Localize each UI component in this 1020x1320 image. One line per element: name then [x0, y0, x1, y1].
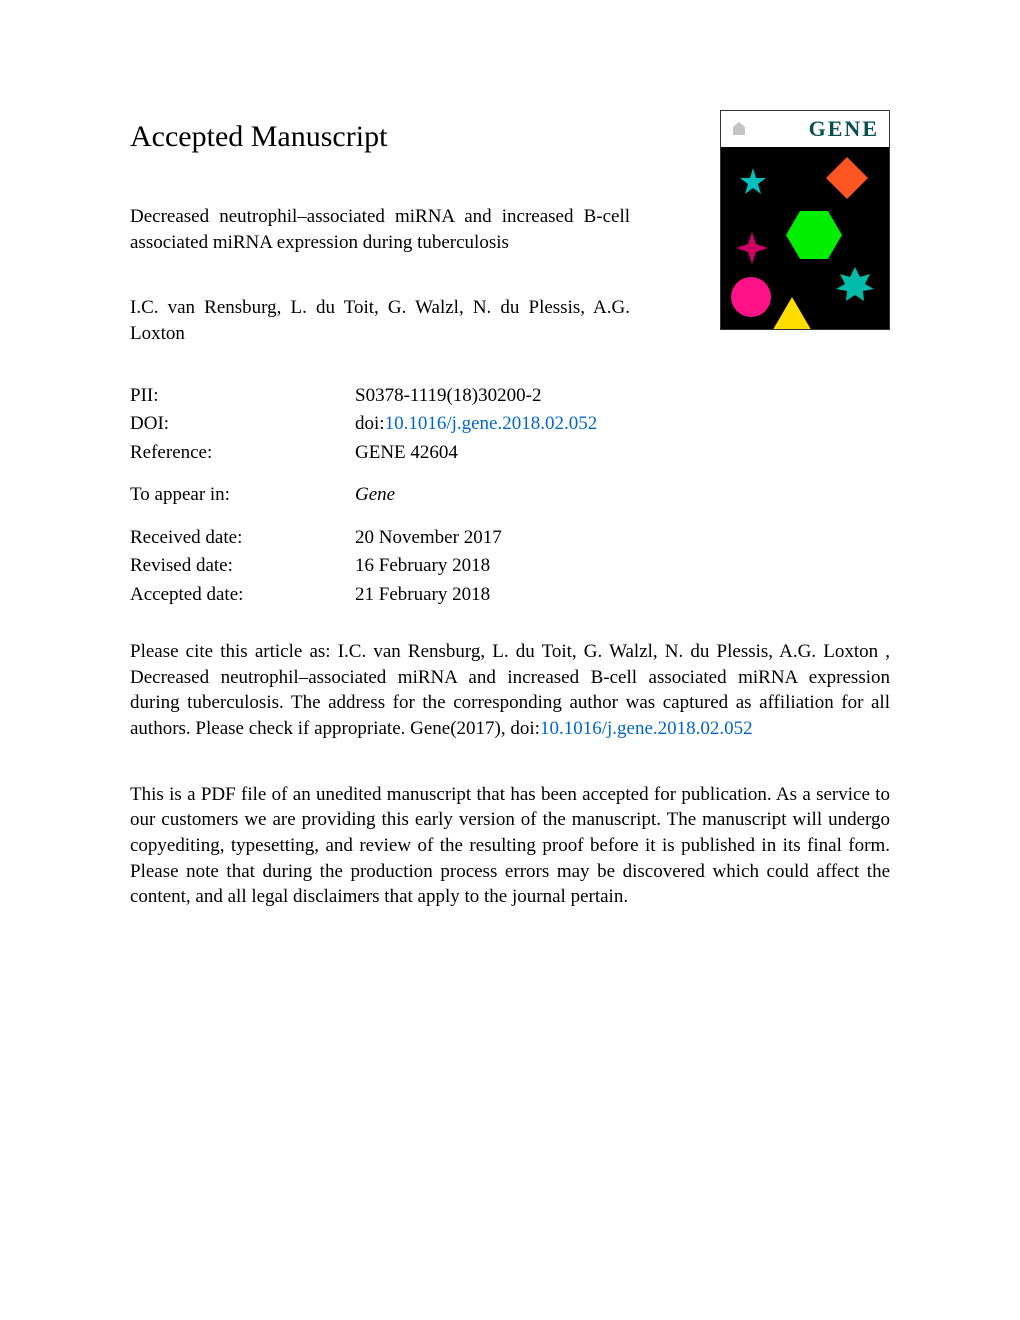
- meta-label: Received date:: [130, 524, 355, 553]
- meta-row-reference: Reference: GENE 42604: [130, 439, 890, 468]
- meta-label: Accepted date:: [130, 581, 355, 610]
- journal-cover-image: [721, 147, 889, 329]
- meta-value: 16 February 2018: [355, 552, 490, 581]
- journal-cover-thumbnail: GENE: [720, 110, 890, 330]
- journal-cover-header: GENE: [721, 111, 889, 147]
- meta-value: 21 February 2018: [355, 581, 490, 610]
- article-authors: I.C. van Rensburg, L. du Toit, G. Walzl,…: [130, 295, 630, 346]
- meta-row-received: Received date: 20 November 2017: [130, 524, 890, 553]
- citation-text: Please cite this article as: I.C. van Re…: [130, 641, 890, 739]
- journal-name: GENE: [809, 116, 879, 142]
- article-header-block: Decreased neutrophil–associated miRNA an…: [130, 204, 630, 347]
- meta-row-appear: To appear in: Gene: [130, 481, 890, 510]
- meta-row-pii: PII: S0378-1119(18)30200-2: [130, 382, 890, 411]
- doi-link[interactable]: 10.1016/j.gene.2018.02.052: [385, 413, 598, 434]
- citation-doi-link[interactable]: 10.1016/j.gene.2018.02.052: [540, 718, 753, 739]
- meta-value: doi:10.1016/j.gene.2018.02.052: [355, 410, 597, 439]
- manuscript-page: GENE Accepted Manuscript Decreased neutr…: [0, 0, 1020, 970]
- doi-prefix: doi:: [355, 413, 385, 434]
- meta-value-journal: Gene: [355, 481, 395, 510]
- meta-label: PII:: [130, 382, 355, 411]
- disclaimer-paragraph: This is a PDF file of an unedited manusc…: [130, 782, 890, 910]
- meta-value: 20 November 2017: [355, 524, 502, 553]
- publisher-icon: [731, 121, 747, 137]
- meta-label: Revised date:: [130, 552, 355, 581]
- meta-value: GENE 42604: [355, 439, 458, 468]
- metadata-table: PII: S0378-1119(18)30200-2 DOI: doi:10.1…: [130, 382, 890, 610]
- meta-label: DOI:: [130, 410, 355, 439]
- meta-label: Reference:: [130, 439, 355, 468]
- article-title: Decreased neutrophil–associated miRNA an…: [130, 204, 630, 255]
- meta-row-revised: Revised date: 16 February 2018: [130, 552, 890, 581]
- meta-row-doi: DOI: doi:10.1016/j.gene.2018.02.052: [130, 410, 890, 439]
- citation-paragraph: Please cite this article as: I.C. van Re…: [130, 639, 890, 742]
- meta-label: To appear in:: [130, 481, 355, 510]
- meta-value: S0378-1119(18)30200-2: [355, 382, 541, 411]
- meta-row-accepted: Accepted date: 21 February 2018: [130, 581, 890, 610]
